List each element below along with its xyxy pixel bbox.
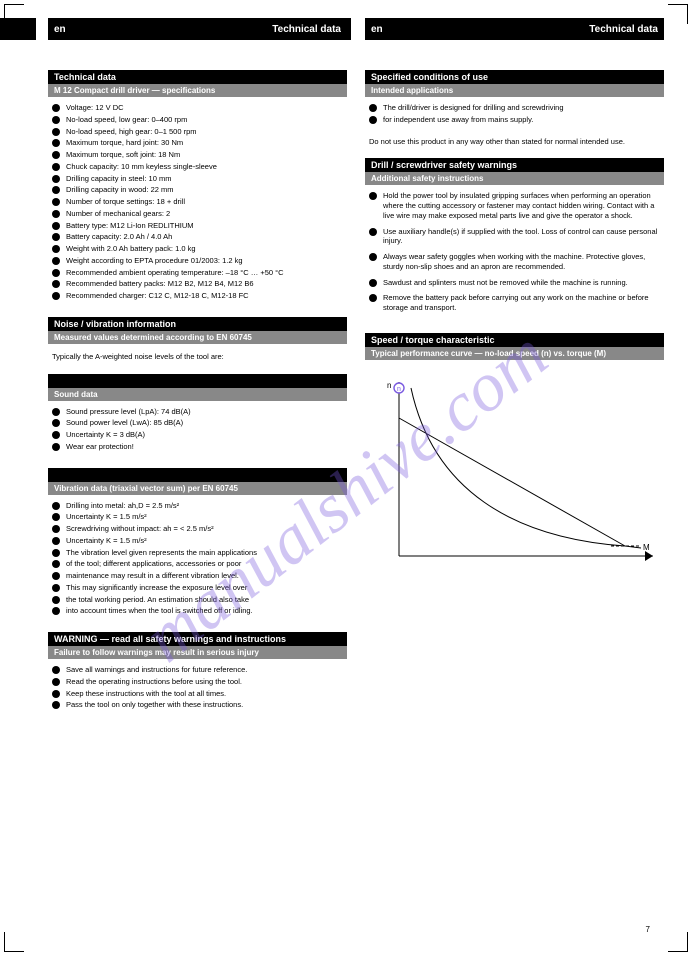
l-s1-sub: M 12 Compact drill driver — specificatio… bbox=[48, 84, 347, 97]
l-s2-para: Typically the A-weighted noise levels of… bbox=[48, 350, 347, 368]
list-item: Battery capacity: 2.0 Ah / 4.0 Ah bbox=[52, 232, 343, 242]
page-number: 7 bbox=[646, 925, 650, 934]
r-s1-para: Do not use this product in any way other… bbox=[365, 135, 664, 153]
list-item: No-load speed, high gear: 0–1 500 rpm bbox=[52, 127, 343, 137]
r-s2-title: Drill / screwdriver safety warnings bbox=[365, 158, 664, 172]
svg-text:n: n bbox=[387, 381, 391, 390]
list-item: The vibration level given represents the… bbox=[52, 548, 343, 558]
l-s4-sub: Vibration data (triaxial vector sum) per… bbox=[48, 482, 347, 495]
r-s1-title: Specified conditions of use bbox=[365, 70, 664, 84]
list-item: Uncertainty K = 1.5 m/s² bbox=[52, 512, 343, 522]
r-s3-title: Speed / torque characteristic bbox=[365, 333, 664, 347]
l-s5-list: Save all warnings and instructions for f… bbox=[48, 665, 347, 720]
list-item: Number of mechanical gears: 2 bbox=[52, 209, 343, 219]
svg-text:n: n bbox=[397, 386, 401, 393]
list-item: Sound power level (LwA): 85 dB(A) bbox=[52, 418, 343, 428]
list-item: Recommended charger: C12 C, M12-18 C, M1… bbox=[52, 291, 343, 301]
r-s2-sub: Additional safety instructions bbox=[365, 172, 664, 185]
list-item: of the tool; different applications, acc… bbox=[52, 559, 343, 569]
header-left-lang: en bbox=[54, 24, 66, 35]
torque-speed-chart: n Mn bbox=[365, 366, 664, 582]
l-s1-list: Voltage: 12 V DC No-load speed, low gear… bbox=[48, 103, 347, 311]
list-item: maintenance may result in a different vi… bbox=[52, 571, 343, 581]
crop-mark-br bbox=[668, 932, 688, 952]
list-item: Wear ear protection! bbox=[52, 442, 343, 452]
list-item: Remove the battery pack before carrying … bbox=[369, 293, 660, 313]
l-s1-title: Technical data bbox=[48, 70, 347, 84]
list-item: Voltage: 12 V DC bbox=[52, 103, 343, 113]
header-right-lang: en bbox=[371, 24, 383, 35]
svg-text:M: M bbox=[643, 543, 650, 552]
r-s1-list: The drill/driver is designed for drillin… bbox=[365, 103, 664, 135]
list-item: Maximum torque, hard joint: 30 Nm bbox=[52, 138, 343, 148]
l-s4-list: Drilling into metal: ah,D = 2.5 m/s² Unc… bbox=[48, 501, 347, 627]
list-item: Drilling capacity in wood: 22 mm bbox=[52, 185, 343, 195]
list-item: into account times when the tool is swit… bbox=[52, 606, 343, 616]
list-item: No-load speed, low gear: 0–400 rpm bbox=[52, 115, 343, 125]
list-item: Drilling into metal: ah,D = 2.5 m/s² bbox=[52, 501, 343, 511]
list-item: Always wear safety goggles when working … bbox=[369, 252, 660, 272]
list-item: Maximum torque, soft joint: 18 Nm bbox=[52, 150, 343, 160]
l-s3-title bbox=[48, 374, 347, 388]
list-item: Save all warnings and instructions for f… bbox=[52, 665, 343, 675]
header-left-title: Technical data bbox=[272, 24, 341, 35]
list-item: Uncertainty K = 3 dB(A) bbox=[52, 430, 343, 440]
list-item: The drill/driver is designed for drillin… bbox=[369, 103, 660, 113]
list-item: Battery type: M12 Li-Ion REDLITHIUM bbox=[52, 221, 343, 231]
l-s5-sub: Failure to follow warnings may result in… bbox=[48, 646, 347, 659]
l-s3-list: Sound pressure level (LpA): 74 dB(A) Sou… bbox=[48, 407, 347, 462]
list-item: Sawdust and splinters must not be remove… bbox=[369, 278, 660, 288]
list-item: Chuck capacity: 10 mm keyless single-sle… bbox=[52, 162, 343, 172]
list-item: Screwdriving without impact: ah = < 2.5 … bbox=[52, 524, 343, 534]
list-item: Recommended ambient operating temperatur… bbox=[52, 268, 343, 278]
list-item: Hold the power tool by insulated grippin… bbox=[369, 191, 660, 220]
header-right-title: Technical data bbox=[589, 24, 658, 35]
list-item: This may significantly increase the expo… bbox=[52, 583, 343, 593]
list-item: Number of torque settings: 18 + drill bbox=[52, 197, 343, 207]
l-s2-title: Noise / vibration information bbox=[48, 317, 347, 331]
list-item: Weight according to EPTA procedure 01/20… bbox=[52, 256, 343, 266]
list-item: Recommended battery packs: M12 B2, M12 B… bbox=[52, 279, 343, 289]
list-item: Keep these instructions with the tool at… bbox=[52, 689, 343, 699]
list-item: Uncertainty K = 1.5 m/s² bbox=[52, 536, 343, 546]
list-item: Use auxiliary handle(s) if supplied with… bbox=[369, 227, 660, 247]
l-s5-title: WARNING — read all safety warnings and i… bbox=[48, 632, 347, 646]
crop-mark-bl bbox=[4, 932, 24, 952]
r-s1-sub: Intended applications bbox=[365, 84, 664, 97]
right-column: en Technical data Specified conditions o… bbox=[365, 18, 664, 720]
list-item: for independent use away from mains supp… bbox=[369, 115, 660, 125]
page: en Technical data Technical data M 12 Co… bbox=[0, 0, 692, 738]
list-item: Sound pressure level (LpA): 74 dB(A) bbox=[52, 407, 343, 417]
list-item: Read the operating instructions before u… bbox=[52, 677, 343, 687]
header-left: en Technical data bbox=[48, 18, 347, 40]
l-s3-sub: Sound data bbox=[48, 388, 347, 401]
r-s3-sub: Typical performance curve — no-load spee… bbox=[365, 347, 664, 360]
chart-svg: n Mn bbox=[373, 370, 663, 570]
left-column: en Technical data Technical data M 12 Co… bbox=[48, 18, 347, 720]
list-item: Weight with 2.0 Ah battery pack: 1.0 kg bbox=[52, 244, 343, 254]
l-s4-title bbox=[48, 468, 347, 482]
list-item: Drilling capacity in steel: 10 mm bbox=[52, 174, 343, 184]
l-s2-sub: Measured values determined according to … bbox=[48, 331, 347, 344]
list-item: the total working period. An estimation … bbox=[52, 595, 343, 605]
list-item: Pass the tool on only together with thes… bbox=[52, 700, 343, 710]
header-right: en Technical data bbox=[365, 18, 664, 40]
r-s2-list: Hold the power tool by insulated grippin… bbox=[365, 191, 664, 327]
